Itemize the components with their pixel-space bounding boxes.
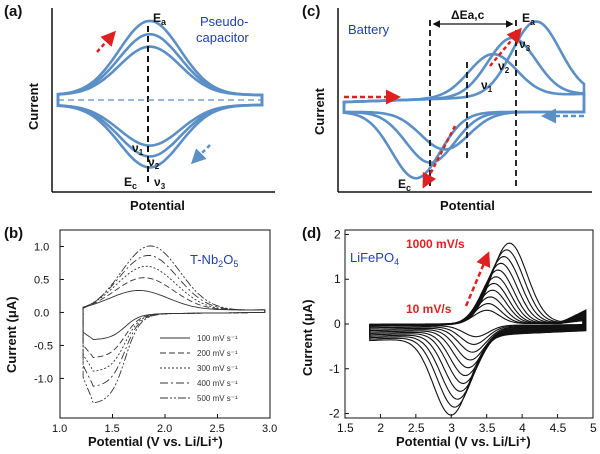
ylabel-c: Current <box>312 87 327 135</box>
rate-arrow-red-c-up <box>489 27 522 67</box>
xlabel-a: Potential <box>130 198 185 213</box>
ylabel-d: Current (μA) <box>300 299 315 376</box>
rate-label-c-3: ν3 <box>519 37 531 53</box>
curves-b <box>82 245 266 404</box>
cv-curve-b-1 <box>82 290 266 340</box>
curves-a <box>56 19 264 169</box>
panel-c: (c) Potential Current Battery ΔEa,c Ea E… <box>302 3 592 213</box>
xlabel-d: Potential (V vs. Li/Li⁺) <box>396 434 531 449</box>
y-tick-label-d: -2 <box>329 407 340 421</box>
ticks-d: 1.5 2 2.5 3 3.5 4 4.5 5 2 1 0 -1 -2 <box>329 227 597 435</box>
legend-label-b: 300 mV s⁻¹ <box>197 364 238 373</box>
cv-curve-d-11 <box>369 242 587 416</box>
xlabel-c: Potential <box>440 198 495 213</box>
x-tick-label-d: 4.5 <box>550 421 567 435</box>
annotation-a-line2: capacitor <box>196 30 249 45</box>
x-tick-label-b: 2.5 <box>210 423 225 435</box>
annotation-b: T-Nb2O5 <box>190 252 238 269</box>
scan-arrow-red-a <box>96 30 117 53</box>
x-tick-label-d: 1.5 <box>337 421 354 435</box>
cv-curve-c-3 <box>342 20 586 180</box>
x-tick-label-b: 1.0 <box>52 423 67 435</box>
y-tick-label-b: 1.0 <box>34 241 49 253</box>
legend-label-b: 200 mV s⁻¹ <box>197 349 238 358</box>
panel-a: (a) Potential Current Pseudo- capacitor … <box>4 3 275 213</box>
x-tick-label-b: 1.5 <box>105 423 120 435</box>
y-tick-label-b: -0.5 <box>34 340 53 352</box>
rate-arrow-red-c-down <box>422 125 457 189</box>
rate-arrow-d <box>464 251 491 307</box>
cv-curve-b-4 <box>82 255 266 387</box>
peak-top-label-c: Ea <box>522 11 536 27</box>
x-tick-label-d: 2.5 <box>408 421 425 435</box>
legend-b: 100 mV s⁻¹ 200 mV s⁻¹ 300 mV s⁻¹ 400 mV s⁻¹… <box>160 334 238 403</box>
x-tick-label-d: 5 <box>590 421 597 435</box>
y-tick-label-b: 0.5 <box>34 274 49 286</box>
scan-arrow-blue-a <box>190 144 211 165</box>
panel-label-a: (a) <box>4 3 22 20</box>
xlabel-b: Potential (V vs. Li/Li⁺) <box>88 434 223 449</box>
panel-label-c: (c) <box>302 3 320 20</box>
legend-label-b: 100 mV s⁻¹ <box>197 334 238 343</box>
panel-d: (d) 1.5 2 2.5 3 3.5 4 4.5 5 2 1 0 -1 -2 Potential (V… <box>300 225 597 449</box>
y-tick-label-b: 0.0 <box>34 307 49 319</box>
x-tick-label-b: 3.0 <box>262 423 277 435</box>
x-tick-label-d: 3 <box>448 421 455 435</box>
rate-label-a-1: ν1 <box>132 141 144 157</box>
rate-label-a-2: ν2 <box>148 155 160 171</box>
rate-low-label-d: 10 mV/s <box>406 302 452 316</box>
y-tick-label-d: 1 <box>334 272 341 286</box>
y-tick-label-d: -1 <box>329 362 340 376</box>
curves-c <box>342 20 586 180</box>
panel-b: (b) 1.0 1.5 2.0 2.5 3.0 1.0 0.5 0.0 -0.5 -1.0 Pot… <box>4 225 277 449</box>
ylabel-a: Current <box>26 82 41 130</box>
curves-d <box>369 242 587 416</box>
peak-top-label-a: Ea <box>153 11 167 27</box>
ylabel-b: Current (μA) <box>4 296 19 373</box>
panel-label-b: (b) <box>4 225 23 242</box>
plot-frame-b <box>59 229 271 419</box>
panel-label-d: (d) <box>302 225 321 242</box>
x-tick-label-d: 4 <box>519 421 526 435</box>
peak-bottom-label-c: Ec <box>398 177 411 193</box>
ticks-b: 1.0 1.5 2.0 2.5 3.0 1.0 0.5 0.0 -0.5 -1.0 <box>34 241 277 435</box>
legend-label-b: 500 mV s⁻¹ <box>197 394 238 403</box>
rate-label-c-2: ν2 <box>498 59 510 75</box>
cv-curve-a-2 <box>56 32 264 158</box>
cv-curve-a-3 <box>56 45 264 147</box>
delta-label-c: ΔEa,c <box>451 8 485 22</box>
y-tick-label-b: -1.0 <box>34 373 53 385</box>
rate-label-c-1: ν1 <box>481 78 493 94</box>
rate-label-a-3: ν3 <box>154 175 166 191</box>
peak-bottom-label-a: Ec <box>124 175 137 191</box>
annotation-d: LiFePO4 <box>350 250 399 267</box>
y-tick-label-d: 2 <box>334 227 341 241</box>
x-tick-label-d: 2 <box>377 421 384 435</box>
annotation-a-line1: Pseudo- <box>200 14 248 29</box>
x-tick-label-d: 3.5 <box>479 421 496 435</box>
x-tick-label-b: 2.0 <box>157 423 172 435</box>
annotation-c: Battery <box>348 22 390 37</box>
legend-label-b: 400 mV s⁻¹ <box>197 379 238 388</box>
rate-high-label-d: 1000 mV/s <box>406 237 465 251</box>
y-tick-label-d: 0 <box>334 317 341 331</box>
cv-curve-b-5 <box>82 245 266 404</box>
